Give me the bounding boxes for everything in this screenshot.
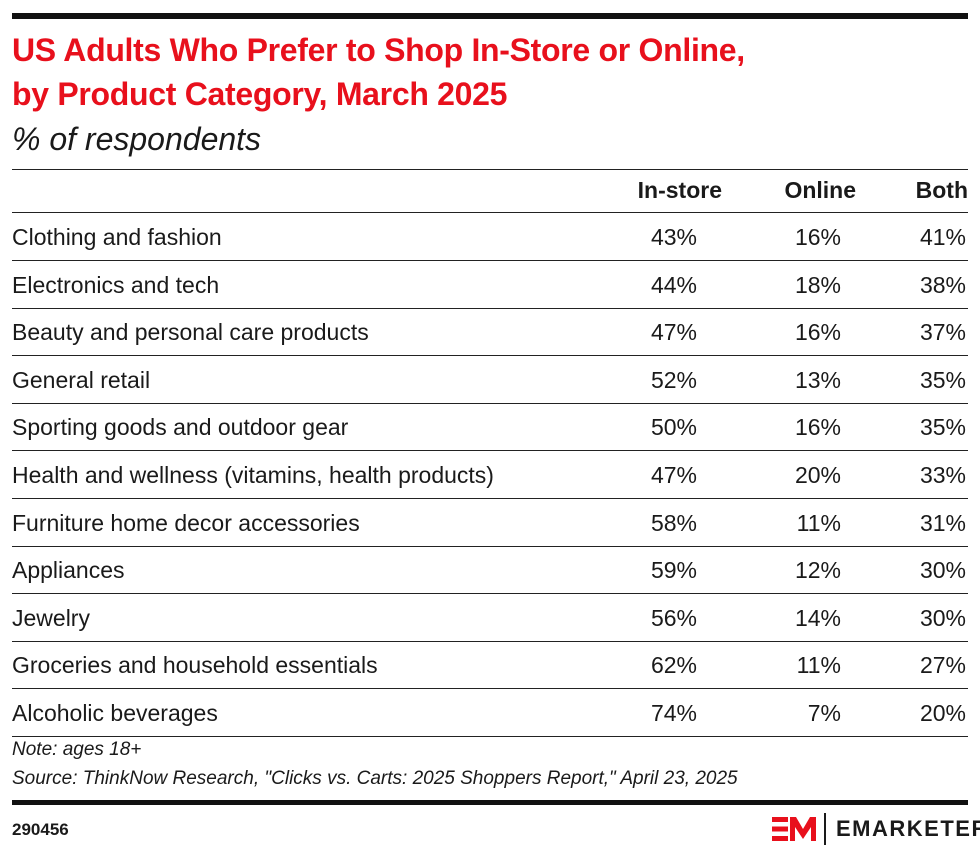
- row-label: Appliances: [12, 557, 125, 584]
- table-row: Health and wellness (vitamins, health pr…: [12, 451, 968, 499]
- table-row: Alcoholic beverages 74% 7% 20%: [12, 689, 968, 737]
- row-divider: [12, 307, 968, 309]
- row-divider: [12, 402, 968, 404]
- row-label: Alcoholic beverages: [12, 700, 218, 726]
- cell-in-store: 56%: [650, 604, 697, 631]
- column-header-online: Online: [784, 177, 856, 203]
- cell-online: 11%: [796, 509, 841, 536]
- cell-in-store: 47%: [650, 319, 697, 346]
- row-label: Electronics and tech: [12, 271, 220, 298]
- row-divider: [12, 545, 968, 547]
- row-label: Clothing and fashion: [12, 224, 222, 250]
- note: Note: ages 18+: [12, 739, 142, 760]
- row-label: General retail: [12, 366, 151, 393]
- cell-online: 7%: [807, 700, 841, 726]
- row-divider: [12, 736, 968, 737]
- row-label: Groceries and household essentials: [12, 652, 378, 679]
- cell-both: 35%: [919, 366, 966, 393]
- table-row: Beauty and personal care products 47% 16% 3…: [12, 308, 968, 356]
- cell-both: 31%: [919, 509, 966, 536]
- cell-in-store: 50%: [650, 414, 697, 441]
- cell-both: 30%: [919, 557, 966, 584]
- cell-online: 13%: [794, 366, 841, 393]
- row-label: Beauty and personal care products: [12, 319, 369, 346]
- top-bar: [12, 13, 968, 19]
- row-divider: [12, 355, 968, 357]
- bottom-bar: [12, 800, 968, 805]
- row-divider: [12, 498, 968, 499]
- cell-in-store: 44%: [650, 271, 697, 298]
- table-row: Electronics and tech 44% 18% 38%: [12, 261, 968, 309]
- row-label: Sporting goods and outdoor gear: [12, 414, 349, 441]
- chart-subtitle: % of respondents: [12, 121, 262, 157]
- cell-online: 16%: [794, 414, 841, 441]
- source: Source: ThinkNow Research, "Clicks vs. C…: [12, 768, 738, 789]
- chart-title: US Adults Who Prefer to Shop In-Store or…: [12, 28, 972, 116]
- column-header-in-store: In-store: [637, 177, 722, 203]
- table-row: Sporting goods and outdoor gear 50% 16% 35%: [12, 403, 968, 451]
- cell-in-store: 52%: [650, 366, 697, 393]
- cell-online: 18%: [794, 271, 841, 298]
- em-logo-icon: [772, 817, 816, 841]
- table-row: Groceries and household essentials 62% 11%…: [12, 641, 968, 689]
- cell-both: 33%: [919, 462, 966, 488]
- title-line-1: US Adults Who Prefer to Shop In-Store or…: [12, 32, 745, 68]
- cell-both: 30%: [919, 604, 966, 631]
- cell-online: 12%: [794, 557, 841, 584]
- table-row: Clothing and fashion 43% 16% 41%: [12, 213, 968, 261]
- brand-name: EMARKETER: [836, 816, 980, 841]
- header-bottom-rule: [12, 212, 968, 213]
- cell-both: 41%: [919, 224, 966, 250]
- table-row: General retail 52% 13% 35%: [12, 356, 968, 404]
- cell-both: 35%: [919, 414, 966, 441]
- title-line-2: by Product Category, March 2025: [12, 76, 508, 112]
- row-divider: [12, 450, 968, 452]
- header-top-rule: [12, 169, 968, 170]
- cell-in-store: 74%: [650, 700, 697, 726]
- row-divider: [12, 593, 968, 595]
- cell-in-store: 62%: [650, 652, 697, 679]
- row-divider: [12, 688, 968, 690]
- emarketer-logo: EMARKETER: [772, 812, 980, 846]
- row-label: Health and wellness (vitamins, health pr…: [12, 462, 494, 488]
- cell-both: 37%: [919, 319, 966, 346]
- cell-in-store: 47%: [650, 462, 697, 488]
- cell-both: 20%: [919, 700, 966, 726]
- cell-in-store: 43%: [650, 224, 697, 250]
- cell-online: 14%: [794, 604, 841, 631]
- table-row: Furniture home decor accessories 58% 11% 31…: [12, 499, 968, 547]
- cell-in-store: 59%: [650, 557, 697, 584]
- column-header-both: Both: [915, 177, 968, 203]
- table-row: Jewelry 56% 14% 30%: [12, 594, 968, 642]
- row-label: Jewelry: [12, 604, 90, 631]
- row-divider: [12, 640, 968, 642]
- row-divider: [12, 260, 968, 261]
- cell-online: 20%: [794, 462, 841, 488]
- cell-in-store: 58%: [650, 509, 697, 536]
- chart-id: 290456: [12, 820, 69, 839]
- cell-online: 11%: [796, 652, 841, 679]
- row-label: Furniture home decor accessories: [12, 509, 360, 536]
- cell-online: 16%: [794, 224, 841, 250]
- table-row: Appliances 59% 12% 30%: [12, 546, 968, 594]
- cell-both: 27%: [919, 652, 966, 679]
- cell-both: 38%: [919, 271, 966, 298]
- logo-separator: [824, 813, 826, 845]
- cell-online: 16%: [794, 319, 841, 346]
